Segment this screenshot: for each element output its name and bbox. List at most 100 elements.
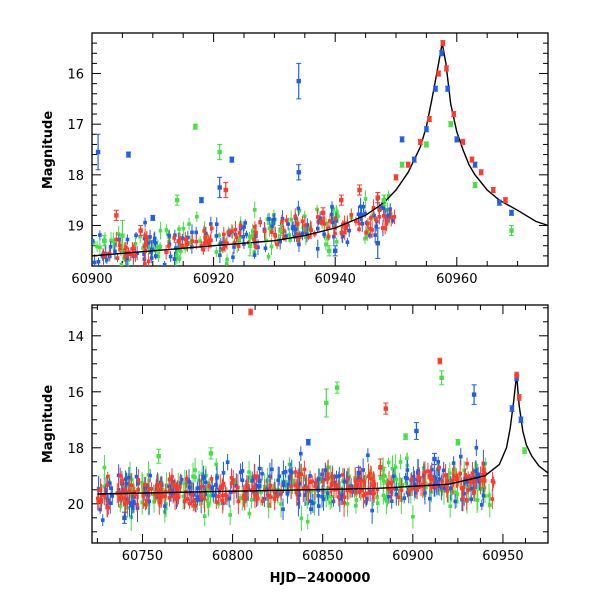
blue-point	[388, 207, 393, 211]
red-data-point	[357, 187, 362, 193]
blue-point	[270, 467, 274, 472]
blue-point	[296, 206, 301, 211]
blue-point	[154, 254, 158, 258]
top-model-curve	[92, 42, 548, 257]
blue-point	[402, 496, 407, 500]
blue-point	[227, 496, 231, 501]
red-point	[321, 219, 326, 224]
red-point	[282, 236, 286, 240]
blue-point	[422, 473, 426, 478]
green-point	[176, 248, 180, 253]
blue-point	[142, 236, 147, 241]
red-point	[175, 487, 180, 492]
green-point	[324, 242, 328, 247]
blue-point	[242, 225, 246, 229]
red-point	[170, 475, 174, 479]
blue-point	[305, 223, 310, 227]
blue-point	[240, 469, 245, 473]
red-point	[387, 480, 391, 485]
blue-point	[332, 234, 336, 239]
red-point	[293, 483, 297, 488]
red-point	[143, 483, 148, 487]
blue-data-point	[356, 470, 361, 476]
blue-point	[448, 486, 453, 490]
blue-point	[330, 205, 334, 209]
red-point	[359, 478, 364, 483]
blue-data-point	[306, 440, 311, 445]
green-point	[208, 486, 212, 490]
bottom-x-tick-label: 60900	[392, 549, 433, 564]
red-point	[144, 237, 149, 241]
blue-point	[278, 239, 283, 244]
green-point	[102, 465, 107, 470]
red-point	[173, 484, 177, 488]
red-point	[355, 482, 359, 487]
red-point	[392, 215, 397, 219]
green-point	[449, 488, 454, 493]
red-point	[444, 484, 449, 488]
green-point	[158, 228, 163, 233]
red-point	[389, 215, 394, 220]
red-point	[243, 495, 247, 500]
red-point	[178, 236, 182, 241]
green-point	[146, 503, 151, 507]
green-point	[128, 473, 132, 478]
top-y-tick-label: 16	[67, 68, 84, 83]
red-point	[295, 222, 300, 226]
red-point	[167, 488, 172, 493]
blue-data-point	[199, 197, 204, 203]
red-data-point	[383, 406, 388, 411]
blue-point	[211, 493, 216, 498]
blue-point	[474, 469, 478, 473]
green-point	[217, 233, 221, 238]
red-point	[237, 231, 242, 235]
red-point	[209, 477, 214, 481]
red-point	[420, 482, 425, 487]
red-point	[253, 225, 257, 229]
green-point	[158, 244, 163, 249]
red-point	[118, 495, 123, 500]
blue-point	[361, 468, 365, 472]
red-point	[357, 478, 361, 483]
green-point	[264, 238, 268, 243]
red-point	[105, 474, 110, 479]
blue-point	[263, 246, 268, 251]
red-point	[389, 481, 394, 486]
blue-point	[221, 471, 226, 475]
blue-point	[428, 496, 432, 501]
green-point	[453, 467, 457, 472]
red-point	[349, 213, 354, 217]
blue-point	[347, 228, 352, 233]
red-point	[149, 487, 154, 491]
green-point	[289, 217, 293, 222]
blue-point	[430, 467, 434, 472]
blue-point	[240, 478, 245, 483]
red-point	[142, 244, 147, 249]
green-point	[191, 474, 195, 479]
red-point	[123, 248, 127, 253]
red-point	[164, 250, 168, 255]
green-point	[325, 236, 330, 241]
red-point	[173, 496, 177, 501]
red-point	[154, 492, 159, 497]
green-point	[298, 469, 303, 473]
red-point	[415, 485, 419, 490]
blue-point	[342, 479, 347, 484]
red-point	[490, 497, 495, 501]
green-point	[400, 483, 405, 487]
green-data-point	[217, 149, 222, 155]
red-point	[132, 246, 136, 251]
red-point	[429, 485, 434, 490]
blue-data-point	[433, 86, 438, 91]
red-point	[172, 236, 177, 240]
blue-point	[132, 501, 136, 506]
green-point	[127, 267, 131, 271]
red-point	[450, 478, 455, 483]
green-point	[411, 514, 415, 519]
green-data-point	[424, 142, 429, 147]
green-point	[287, 233, 292, 237]
blue-point	[435, 480, 439, 484]
red-point	[202, 241, 207, 246]
green-point	[156, 254, 161, 259]
panel-bottom-ticks	[92, 305, 549, 543]
